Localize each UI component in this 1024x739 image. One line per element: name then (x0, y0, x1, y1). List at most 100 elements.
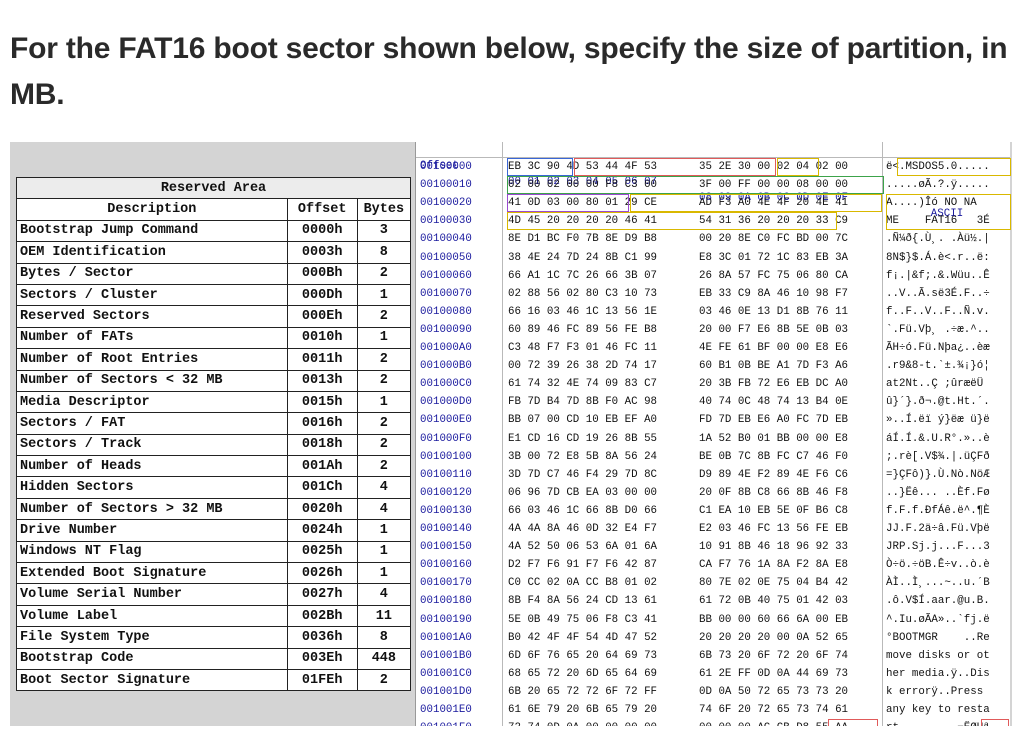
hex-b2: 00 00 00 AC CB D8 55 AA (699, 720, 879, 726)
cell-bytes: 2 (356, 262, 412, 285)
hex-b1: 3B 00 72 E8 5B 8A 56 24 (508, 450, 658, 463)
hex-asc: `.Fü.Vþ¸ .÷æ.^.. (886, 323, 990, 336)
hex-b2: 20 00 F7 E6 8B 5E 0B 03 (699, 323, 849, 336)
hex-b1: EB 3C 90 4D 53 44 4F 53 (508, 161, 658, 173)
hex-asc: áÍ.Í.&.U.R°.»..è (886, 432, 990, 445)
hex-b1: 8E D1 BC F0 7B 8E D9 B8 (508, 233, 658, 246)
cell-offset: 0025h (286, 540, 358, 564)
hex-asc: f¡.|&f;.&.Wüu..Ê (886, 269, 990, 282)
cell-bytes: 4 (356, 583, 412, 606)
hex-b2: 3F 00 FF 00 00 08 00 00 (699, 179, 849, 192)
hex-off: 001001A0 (420, 631, 472, 644)
cell-offset: 0015h (286, 390, 358, 414)
hex-b1: 06 96 7D CB EA 03 00 00 (508, 486, 658, 499)
hex-b2: BE 0B 7C 8B FC C7 46 F0 (699, 450, 849, 463)
cell-bytes: 1 (356, 540, 412, 564)
reserved-area-row: Drive Number 0024h 1 (16, 519, 412, 542)
hex-b1: E1 CD 16 CD 19 26 8B 55 (508, 432, 658, 445)
question-text: For the FAT16 boot sector shown below, s… (10, 32, 1008, 111)
cell-offset: 0027h (286, 583, 358, 606)
cell-bytes: 448 (356, 647, 412, 670)
hex-off: 00100060 (420, 269, 472, 282)
reserved-area-row: Bootstrap Jump Command 0000h 3 (16, 219, 412, 243)
hex-b2: 20 0F 8B C8 66 8B 46 F8 (699, 486, 849, 499)
reserved-area-row: OEM Identification 0003h 8 (16, 241, 412, 264)
hex-b2: 00 20 8E C0 FC BD 00 7C (699, 233, 849, 246)
hex-asc: ÃH÷ó.Fü.Nþa¿..èæ (886, 342, 990, 354)
hex-off: 00100160 (420, 559, 472, 572)
hex-off: 00100180 (420, 595, 472, 608)
hex-asc: ..V..Ã.së3É.F..÷ (886, 287, 990, 300)
hex-asc: .r9&8-t.`±.¾¡}ó¦ (886, 360, 990, 373)
cell-offset: 0024h (286, 519, 358, 542)
reserved-area-row: Number of Root Entries 0011h 2 (16, 348, 412, 371)
hex-b2: C1 EA 10 EB 5E 0F B6 C8 (699, 504, 849, 517)
hex-asc: ÀÌ..Ì¸...~..u.´B (886, 577, 990, 590)
cell-offset: 000Bh (286, 262, 358, 285)
cell-offset: 0013h (286, 369, 358, 392)
cell-bytes: 2 (356, 305, 412, 328)
hex-off: 00100190 (420, 613, 472, 626)
hex-b1: 60 89 46 FC 89 56 FE B8 (508, 323, 658, 336)
hex-b1: 6D 6F 76 65 20 64 69 73 (508, 649, 658, 662)
boot-sector-figure: Reserved Area Description Offset Bytes B… (10, 142, 1012, 726)
hex-header-ascii: ASCII (930, 208, 964, 220)
hex-b2: 61 2E FF 0D 0A 44 69 73 (699, 667, 849, 680)
hex-b2: 54 31 36 20 20 20 33 C9 (699, 215, 849, 228)
reserved-area-row: Number of Sectors < 32 MB 0013h 2 (16, 369, 412, 392)
hex-off: 00100120 (420, 486, 472, 499)
hex-b2: 6B 73 20 6F 72 20 6F 74 (699, 649, 849, 662)
hex-b2: 4E FE 61 BF 00 00 E8 E6 (699, 342, 849, 354)
cell-offset: 003Eh (286, 647, 358, 670)
hex-off: 001000A0 (420, 342, 472, 354)
cell-offset: 0011h (286, 348, 358, 371)
hex-asc: at2Nt..Ç ;ûræëÜ (886, 378, 990, 391)
cell-description: Extended Boot Signature (16, 562, 288, 585)
hex-asc: f..F..V..F..Ñ.v. (886, 305, 990, 318)
hex-off: 00100040 (420, 233, 472, 246)
cell-offset: 0026h (286, 562, 358, 585)
cell-description: Drive Number (16, 519, 288, 542)
cell-description: Sectors / Track (16, 433, 288, 457)
reserved-area-row: Windows NT Flag 0025h 1 (16, 540, 412, 564)
cell-offset: 000Eh (286, 305, 358, 328)
cell-offset: 001Ah (286, 455, 358, 478)
hex-b1: 61 74 32 4E 74 09 83 C7 (508, 378, 658, 391)
cell-offset: 0018h (286, 433, 358, 457)
hex-b1: 00 72 39 26 38 2D 74 17 (508, 360, 658, 373)
hex-off: 00100000 (420, 161, 472, 173)
hex-b1: C3 48 F7 F3 01 46 FC 11 (508, 342, 658, 354)
header-offset: Offset (286, 198, 358, 221)
hex-b1: B0 42 4F 4F 54 4D 47 52 (508, 631, 658, 644)
cell-description: Number of Heads (16, 455, 288, 478)
hex-b2: 10 91 8B 46 18 96 92 33 (699, 541, 849, 554)
cell-offset: 002Bh (286, 604, 358, 628)
hex-b1: 38 4E 24 7D 24 8B C1 99 (508, 251, 658, 264)
hex-b1: D2 F7 F6 91 F7 F6 42 87 (508, 559, 658, 572)
hex-b2: 03 46 0E 13 D1 8B 76 11 (699, 305, 849, 318)
hex-asc: A....)Îó NO NA (886, 197, 977, 210)
hex-asc: ^.Iu.øÃA»..`fj.ë (886, 613, 990, 626)
hex-b2: 60 B1 0B BE A1 7D F3 A6 (699, 360, 849, 373)
cell-bytes: 2 (356, 412, 412, 435)
cell-bytes: 8 (356, 241, 412, 264)
cell-bytes: 1 (356, 562, 412, 585)
cell-description: Boot Sector Signature (16, 668, 288, 692)
cell-description: File System Type (16, 626, 288, 649)
hex-b2: 61 72 0B 40 75 01 42 03 (699, 595, 849, 608)
hex-b1: 02 88 56 02 80 C3 10 73 (508, 287, 658, 300)
hex-off: 001001C0 (420, 667, 472, 680)
hex-asc: ME FAT16 3É (886, 215, 990, 228)
cell-bytes: 4 (356, 476, 412, 499)
cell-description: OEM Identification (16, 241, 288, 264)
hex-off: 00100090 (420, 323, 472, 336)
reserved-area-row: Sectors / Track 0018h 2 (16, 433, 412, 457)
hex-asc: =}ÇFô)}.Ù.Nò.NöÆ (886, 468, 990, 481)
hex-off: 00100110 (420, 468, 472, 481)
hex-header-bytes1: 00 01 02 03 04 05 06 07 (508, 176, 658, 188)
cell-offset: 000Dh (286, 283, 358, 307)
cell-description: Reserved Sectors (16, 305, 288, 328)
cell-bytes: 11 (356, 604, 412, 628)
hex-asc: .ô.V$Í.aar.@u.B. (886, 595, 990, 608)
hex-b2: E2 03 46 FC 13 56 FE EB (699, 523, 849, 535)
